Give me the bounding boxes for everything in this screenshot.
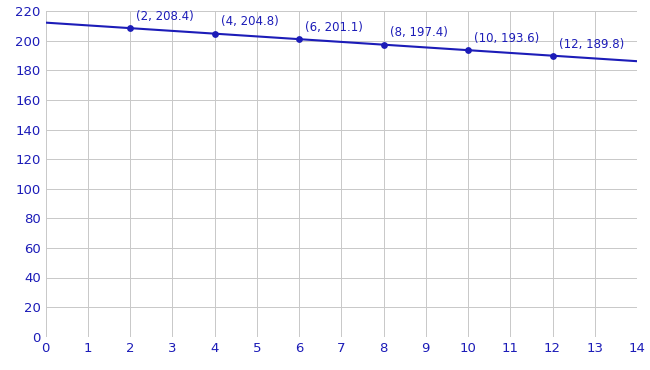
Point [547, 53, 558, 59]
Point [463, 47, 473, 53]
Point [378, 41, 389, 47]
Text: (2, 208.4): (2, 208.4) [136, 10, 194, 23]
Point [294, 36, 304, 42]
Point [209, 31, 220, 37]
Text: (12, 189.8): (12, 189.8) [559, 38, 624, 51]
Text: (8, 197.4): (8, 197.4) [390, 26, 448, 39]
Text: (6, 201.1): (6, 201.1) [306, 21, 363, 34]
Text: (10, 193.6): (10, 193.6) [474, 32, 540, 45]
Point [125, 25, 135, 31]
Text: (4, 204.8): (4, 204.8) [221, 16, 279, 28]
